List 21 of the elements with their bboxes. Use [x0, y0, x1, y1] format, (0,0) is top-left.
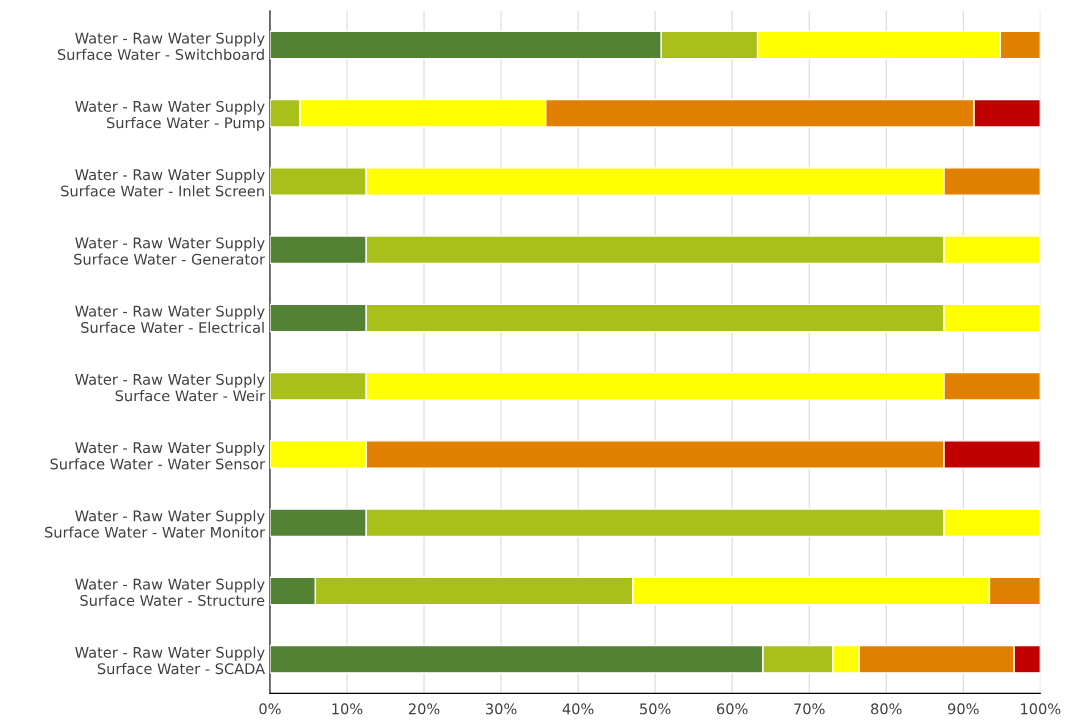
y-tick-label: Water - Raw Water Supply Surface Water - Water Sensor — [50, 441, 266, 470]
x-tick-label: 100% — [1021, 703, 1061, 715]
x-tick-label: 90% — [948, 703, 979, 715]
y-tick-label: Water - Raw Water Supply Surface Water - Switchboard — [57, 32, 265, 61]
x-tick-label: 30% — [485, 703, 517, 715]
y-tick-label: Water - Raw Water Supply Surface Water - Inlet Screen — [61, 168, 265, 197]
x-tick-label: 40% — [562, 703, 594, 715]
x-tick-label: 70% — [794, 703, 825, 715]
y-tick-label: Water - Raw Water Supply Surface Water - Pump — [75, 100, 265, 132]
y-tick-label: Water - Raw Water Supply Surface Water - Weir — [75, 373, 266, 402]
x-tick-label: 60% — [716, 703, 748, 715]
x-tick-label: 0% — [259, 703, 281, 715]
y-tick-label: Water - Raw Water Supply Surface Water - Structure — [75, 578, 265, 606]
x-tick-label: 50% — [640, 703, 671, 715]
x-tick-label: 20% — [408, 703, 440, 715]
x-tick-label: 10% — [332, 703, 363, 715]
x-tick-label: 80% — [871, 703, 902, 715]
y-tick-label: Water - Raw Water Supply Surface Water - Water Monitor — [45, 510, 266, 538]
y-tick-label: Water - Raw Water Supply Surface Water - SCADA — [75, 646, 265, 675]
y-tick-label: Water - Raw Water Supply Surface Water - Generator — [74, 237, 266, 265]
y-tick-label: Water - Raw Water Supply Surface Water - Electrical — [75, 305, 265, 334]
